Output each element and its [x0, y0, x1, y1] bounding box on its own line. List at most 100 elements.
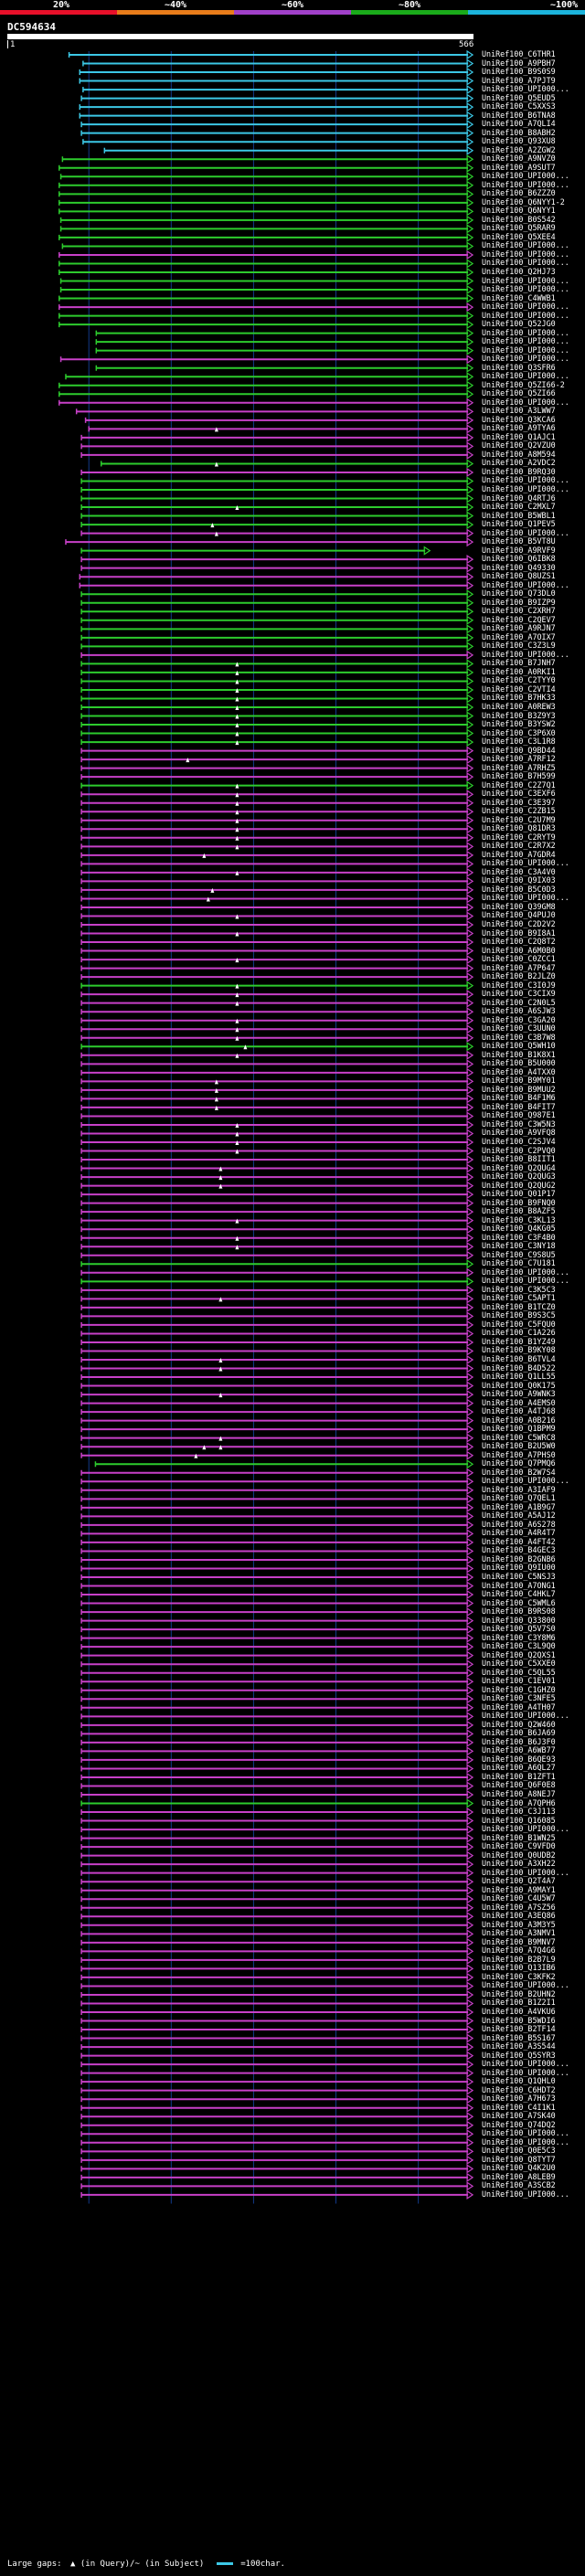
hit-label[interactable]: UniRef100_B9FNQ0	[482, 1197, 556, 1207]
hit-label[interactable]: UniRef100_Q5SYR3	[482, 2050, 556, 2060]
hit-label[interactable]: UniRef100_C3F4B0	[482, 1232, 556, 1242]
hit-bar[interactable]	[80, 1277, 474, 1287]
hit-label[interactable]: UniRef100_C9VFD0	[482, 1841, 556, 1851]
hit-bar[interactable]	[80, 1329, 474, 1339]
hit-label[interactable]: UniRef100_Q5WH10	[482, 1041, 556, 1051]
hit-label[interactable]: UniRef100_B9S0S9	[482, 67, 556, 77]
hit-bar[interactable]	[80, 876, 474, 886]
hit-bar[interactable]	[59, 284, 474, 295]
hit-bar[interactable]	[80, 1111, 474, 1121]
hit-bar[interactable]	[80, 1233, 474, 1243]
hit-bar[interactable]	[80, 1877, 474, 1887]
hit-label[interactable]: UniRef100_C1EV01	[482, 1676, 556, 1686]
hit-label[interactable]: UniRef100_Q2QUG2	[482, 1180, 556, 1190]
hit-label[interactable]: UniRef100_A5AJ12	[482, 1511, 556, 1521]
hit-label[interactable]: UniRef100_B1ZFT1	[482, 1771, 556, 1781]
hit-bar[interactable]	[80, 1302, 474, 1313]
hit-bar[interactable]	[80, 1781, 474, 1791]
hit-label[interactable]: UniRef100_B8AZF5	[482, 1206, 556, 1216]
hit-label[interactable]: UniRef100_A4TXX0	[482, 1066, 556, 1076]
hit-label[interactable]: UniRef100_UPI000...	[482, 336, 569, 346]
hit-bar[interactable]	[80, 519, 474, 530]
hit-bar[interactable]	[80, 589, 474, 599]
hit-label[interactable]: UniRef100_C3NY18	[482, 1241, 556, 1251]
hit-bar[interactable]	[80, 1537, 474, 1548]
hit-label[interactable]: UniRef100_Q5ZI66-2	[482, 379, 565, 389]
hit-bar[interactable]	[95, 363, 474, 373]
hit-bar[interactable]	[80, 1868, 474, 1878]
hit-bar[interactable]	[58, 163, 474, 173]
hit-bar[interactable]	[80, 650, 474, 661]
hit-label[interactable]: UniRef100_UPI000...	[482, 1476, 569, 1486]
hit-bar[interactable]	[80, 1937, 474, 1947]
hit-bar[interactable]	[80, 859, 474, 869]
hit-label[interactable]: UniRef100_B6ZZZ0	[482, 188, 556, 198]
hit-bar[interactable]	[80, 1215, 474, 1225]
hit-bar[interactable]	[80, 2181, 474, 2191]
hit-bar[interactable]	[80, 1502, 474, 1512]
hit-bar[interactable]	[80, 2094, 474, 2104]
hit-bar[interactable]	[80, 711, 474, 721]
hit-bar[interactable]	[80, 546, 431, 556]
hit-label[interactable]: UniRef100_C3A4V0	[482, 866, 556, 876]
hit-label[interactable]: UniRef100_C3EXF6	[482, 789, 556, 799]
hit-label[interactable]: UniRef100_A7SZ56	[482, 1902, 556, 1912]
hit-bar[interactable]	[68, 49, 474, 60]
hit-bar[interactable]	[80, 1076, 474, 1087]
hit-bar[interactable]	[80, 2068, 474, 2078]
hit-bar[interactable]	[80, 1824, 474, 1835]
hit-bar[interactable]	[75, 407, 474, 417]
hit-label[interactable]: UniRef100_UPI000...	[482, 858, 569, 868]
hit-label[interactable]: UniRef100_B6TVL4	[482, 1354, 556, 1363]
hit-bar[interactable]	[80, 998, 474, 1008]
hit-bar[interactable]	[59, 276, 474, 286]
hit-label[interactable]: UniRef100_C3KFK2	[482, 1971, 556, 1981]
hit-label[interactable]: UniRef100_B9KY08	[482, 1345, 556, 1355]
hit-label[interactable]: UniRef100_B3Z9Y3	[482, 710, 556, 720]
hit-bar[interactable]	[80, 1224, 474, 1235]
hit-bar[interactable]	[80, 120, 474, 130]
hit-label[interactable]: UniRef100_A3LWW7	[482, 406, 556, 416]
hit-label[interactable]: UniRef100_C9S8U5	[482, 1249, 556, 1259]
hit-bar[interactable]	[80, 694, 474, 704]
hit-bar[interactable]	[80, 441, 474, 451]
hit-bar[interactable]	[80, 607, 474, 617]
hit-label[interactable]: UniRef100_Q6NYY1	[482, 206, 556, 216]
hit-bar[interactable]	[80, 2112, 474, 2122]
hit-label[interactable]: UniRef100_UPI000...	[482, 327, 569, 337]
hit-label[interactable]: UniRef100_C5XXE0	[482, 1659, 556, 1669]
hit-label[interactable]: UniRef100_Q6NYY1-2	[482, 196, 565, 207]
hit-label[interactable]: UniRef100_C2Z7Q1	[482, 779, 556, 790]
hit-label[interactable]: UniRef100_B1K8X1	[482, 1049, 556, 1059]
hit-label[interactable]: UniRef100_C4I1K1	[482, 2102, 556, 2112]
hit-label[interactable]: UniRef100_C4HKL7	[482, 1589, 556, 1599]
hit-bar[interactable]	[58, 232, 474, 243]
hit-label[interactable]: UniRef100_A4EMS0	[482, 1397, 556, 1407]
hit-bar[interactable]	[80, 885, 474, 896]
hit-bar[interactable]	[80, 937, 474, 948]
hit-label[interactable]: UniRef100_A7RHZ5	[482, 762, 556, 772]
hit-bar[interactable]	[80, 2164, 474, 2174]
hit-bar[interactable]	[80, 598, 474, 608]
hit-label[interactable]: UniRef100_Q16085	[482, 1815, 556, 1825]
hit-bar[interactable]	[61, 154, 474, 164]
hit-label[interactable]: UniRef100_Q2W460	[482, 1719, 556, 1729]
hit-bar[interactable]	[80, 1989, 474, 2000]
hit-bar[interactable]	[80, 1494, 474, 1504]
hit-bar[interactable]	[80, 963, 474, 973]
hit-label[interactable]: UniRef100_C3J113	[482, 1807, 556, 1817]
hit-bar[interactable]	[80, 1311, 474, 1321]
hit-label[interactable]: UniRef100_UPI000...	[482, 2136, 569, 2147]
hit-label[interactable]: UniRef100_A7SK40	[482, 2111, 556, 2121]
hit-bar[interactable]	[80, 1598, 474, 1608]
hit-label[interactable]: UniRef100_Q0K175	[482, 1380, 556, 1390]
hit-label[interactable]: UniRef100_B0S542	[482, 214, 556, 224]
hit-bar[interactable]	[80, 824, 474, 834]
hit-label[interactable]: UniRef100_Q0E5C3	[482, 2146, 556, 2156]
hit-bar[interactable]	[80, 971, 474, 982]
hit-label[interactable]: UniRef100_A6M0B0	[482, 945, 556, 955]
hit-bar[interactable]	[58, 389, 474, 399]
hit-label[interactable]: UniRef100_Q5V7S0	[482, 1624, 556, 1634]
hit-label[interactable]: UniRef100_A9NVZ0	[482, 154, 556, 164]
hit-label[interactable]: UniRef100_A0B216	[482, 1415, 556, 1425]
